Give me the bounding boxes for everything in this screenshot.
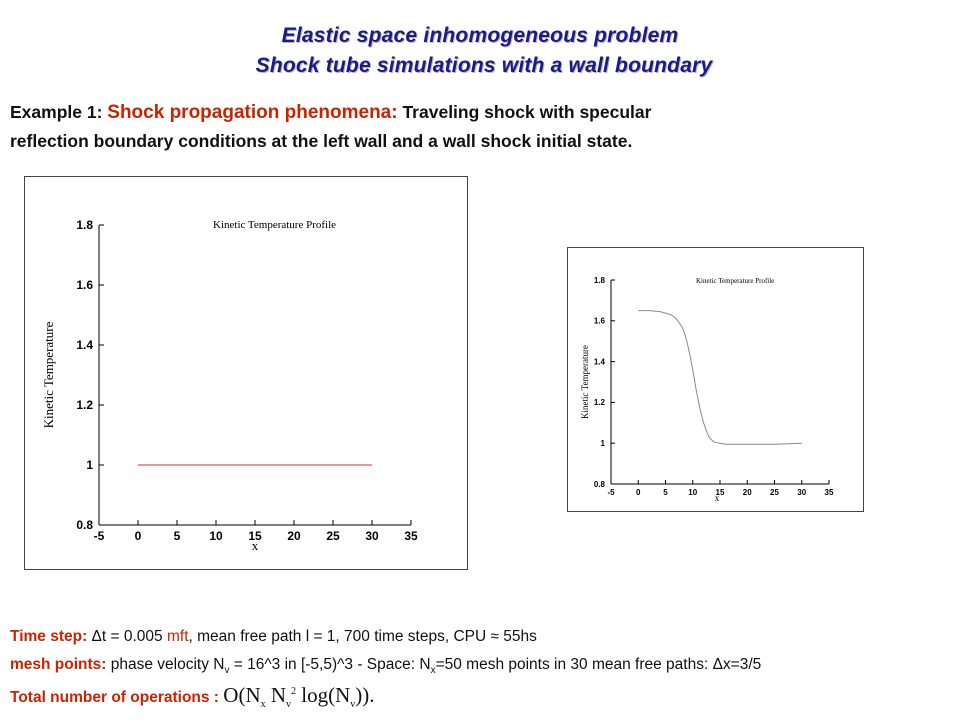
x-tick-label: 35 xyxy=(404,529,418,543)
ops-label: Total number of operations xyxy=(10,689,210,706)
ops-sup: 2 xyxy=(291,686,297,697)
chart-panel-small: -5 0 5 10 15 20 25 30 35 0.8 1 1.2 1.4 1.6 1.8 Kinetic … xyxy=(567,247,864,512)
operations-line: Total number of operations : O(Nx Nv 2 lo… xyxy=(10,683,375,710)
example-description: Example 1: Shock propagation phenomena: … xyxy=(10,98,950,155)
x-axis-label: x xyxy=(252,538,259,553)
ops-text-c: log(N xyxy=(296,683,351,707)
chart-title: Kinetic Temperature Profile xyxy=(696,277,774,285)
y-tick-label: 1.8 xyxy=(594,276,606,285)
y-tick-label: 1.4 xyxy=(76,338,93,352)
y-axis-label: Kinetic Temperature xyxy=(41,321,56,428)
x-tick-label: 25 xyxy=(326,529,340,543)
x-axis-label: x xyxy=(715,493,720,503)
ops-text-b: N xyxy=(265,683,287,707)
series-line-0 xyxy=(638,310,802,445)
y-axis-label: Kinetic Temperature xyxy=(580,345,590,419)
example-line2: reflection boundary conditions at the le… xyxy=(10,131,633,151)
mesh-text-b: = 16^3 in [-5,5)^3 - Space: N xyxy=(229,656,431,673)
y-tick-label: 1 xyxy=(86,458,93,472)
y-tick-label: 1.6 xyxy=(76,278,93,292)
x-tick-label: 10 xyxy=(688,488,697,497)
ops-sub-v: v xyxy=(286,699,292,711)
mesh-points-line: mesh points: phase velocity Nv = 16^3 in… xyxy=(10,656,761,676)
y-tick-label: 0.8 xyxy=(594,480,606,489)
x-tick-label: 20 xyxy=(287,529,301,543)
y-tick-label: 1.2 xyxy=(594,398,606,407)
timestep-unit: mft xyxy=(166,628,189,645)
ops-colon: : xyxy=(209,689,224,706)
x-tick-label: 25 xyxy=(770,488,779,497)
title-line-1: Elastic space inhomogeneous problem xyxy=(281,24,679,47)
y-tick-label: 1 xyxy=(601,439,606,448)
y-tick-label: 1.6 xyxy=(594,317,606,326)
x-tick-label: 20 xyxy=(743,488,752,497)
timestep-label: Time step: xyxy=(10,628,88,645)
x-tick-label: -5 xyxy=(94,529,105,543)
chart-small-svg: -5 0 5 10 15 20 25 30 35 0.8 1 1.2 1.4 1.6 1.8 Kinetic … xyxy=(580,276,834,503)
timestep-text-a: Δt = 0.005 xyxy=(87,628,167,645)
x-tick-label: 15 xyxy=(248,529,262,543)
mesh-label: mesh points: xyxy=(10,656,107,673)
ops-text-d: )). xyxy=(355,683,375,707)
mesh-text-a: phase velocity N xyxy=(106,656,225,673)
chart-panel-main: -5 0 5 10 15 20 25 30 35 0.8 1 1.2 1.4 1.6 1.8 Kinetic … xyxy=(24,176,468,570)
x-tick-label: 0 xyxy=(636,488,641,497)
title-line-2: Shock tube simulations with a wall bound… xyxy=(255,54,713,77)
mesh-text-c: =50 mesh points in 30 mean free paths: Δ… xyxy=(435,656,762,673)
ops-text-a: O(N xyxy=(223,683,261,707)
ops-formula: O(Nx Nv2 log(Nv)). xyxy=(223,683,375,711)
x-tick-label: 30 xyxy=(797,488,806,497)
timestep-text-b: , mean free path l = 1, 700 time steps, … xyxy=(188,628,537,645)
x-tick-label: 30 xyxy=(365,529,379,543)
chart-main-svg: -5 0 5 10 15 20 25 30 35 0.8 1 1.2 1.4 1.6 1.8 Kinetic … xyxy=(41,218,418,553)
x-tick-label: 0 xyxy=(135,529,142,543)
mesh-sub-x: x xyxy=(430,665,436,677)
chart-title: Kinetic Temperature Profile xyxy=(213,219,336,231)
timestep-line: Time step: Δt = 0.005 mft, mean free pat… xyxy=(10,628,537,646)
ops-sub-v2: v xyxy=(350,699,356,711)
example-prefix: Example 1: xyxy=(10,102,108,122)
x-tick-label: 35 xyxy=(825,488,834,497)
example-highlight: Shock propagation phenomena: xyxy=(107,102,398,123)
x-tick-label: 5 xyxy=(663,488,668,497)
y-tick-label: 1.4 xyxy=(594,357,606,366)
ops-sub-x: x xyxy=(260,699,266,711)
y-tick-label: 0.8 xyxy=(76,518,93,532)
mesh-sub-v: v xyxy=(224,665,230,677)
x-tick-label: 5 xyxy=(174,529,181,543)
y-tick-label: 1.2 xyxy=(76,398,93,412)
y-tick-label: 1.8 xyxy=(76,218,93,232)
x-tick-label: 15 xyxy=(716,488,725,497)
example-line1-rest: Traveling shock with specular xyxy=(397,102,652,122)
x-tick-label: -5 xyxy=(607,488,615,497)
x-tick-label: 10 xyxy=(209,529,223,543)
